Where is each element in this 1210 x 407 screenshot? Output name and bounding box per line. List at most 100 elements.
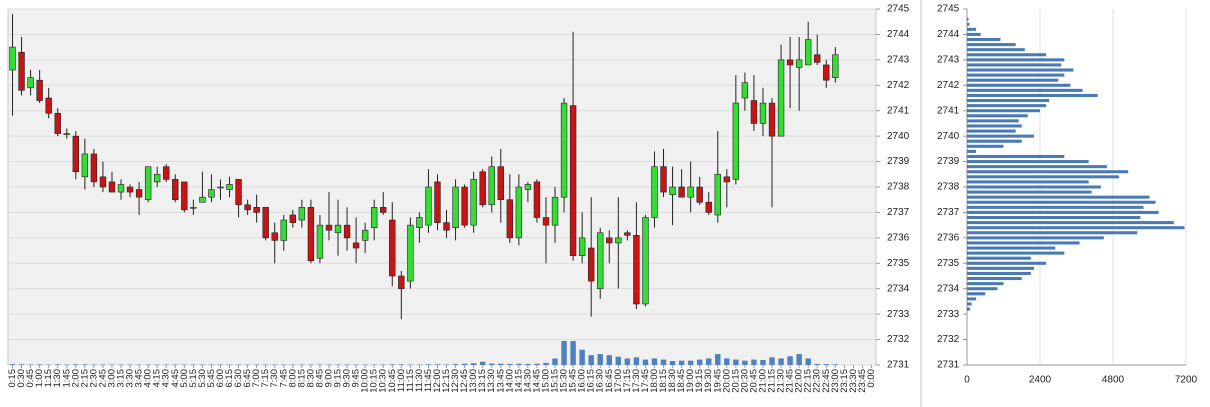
bar [967,109,1040,113]
candle-body [461,186,468,226]
x-tick-label: 6:00 [215,369,226,388]
bar [967,134,1034,138]
candle-body [117,184,125,193]
bar [967,236,1104,240]
x-tick-label: 22:00 [794,369,805,393]
bar [967,93,1098,97]
bar [967,210,1159,214]
y-tick-label: 2739 [887,156,910,167]
volume-bar [479,361,486,365]
volume-bar [398,364,405,365]
volume-bar [796,354,802,365]
bar [967,37,1001,42]
candle-body [723,176,731,183]
bar [967,129,1016,133]
volume-bar [9,364,16,365]
y-tick-label: 2734 [887,283,910,294]
bar [967,43,1016,47]
bar [967,180,1089,184]
bar [967,266,1034,270]
x-tick-label: 2:30 [88,369,99,388]
candle-body [578,237,586,256]
y-tick-label: 2743 [937,54,960,65]
bar [967,271,1031,275]
candle-body [18,51,25,91]
bar [967,63,1062,67]
x-tick-label: 14:00 [504,369,515,393]
y-tick-label: 2745 [887,4,910,15]
bar [967,149,977,153]
candle-body [144,166,152,201]
x-tick-label: 4:15 [152,369,163,388]
x-tick-label: 6:30 [233,369,244,388]
bar [967,185,1101,189]
bar [967,124,1022,128]
x-tick-label: 19:15 [694,369,705,393]
candle-body [36,79,43,101]
candle-body [497,166,504,201]
volume-bar [489,363,495,365]
candle-body [533,181,541,218]
x-tick-label: 6:15 [224,369,235,388]
bar [967,88,1083,92]
x-tick-label: 19:30 [703,369,714,393]
volume-bar [769,357,775,365]
y-tick-label: 2741 [937,105,960,116]
candle-body [370,207,378,228]
y-tick-label: 2738 [887,182,910,193]
y-tick-label: 2732 [937,334,960,345]
x-tick-label: 9:45 [351,369,362,388]
x-tick-label: 5:30 [197,369,208,388]
candle-body [99,176,107,188]
x-tick-label: 5:15 [188,369,199,388]
candle-body [208,189,215,198]
x-tick-label: 4:00 [143,369,154,388]
candle-body [651,166,658,218]
bar [967,17,969,21]
x-tick-label: 23:15 [839,369,850,393]
bar [967,27,977,31]
volume-bar [787,356,793,365]
volume-bar [534,363,540,365]
candle-body [307,207,315,262]
volume-bar [669,361,676,365]
x-tick-label: 1:15 [43,369,54,388]
x-tick-label: 1:45 [61,369,72,388]
x-tick-label: 13:45 [495,369,506,393]
candle-body [425,186,432,226]
x-tick-label: 23:45 [857,369,868,393]
bar [967,287,998,291]
x-tick-label: 0:45 [25,369,36,388]
x-tick-label: 3:30 [125,369,136,388]
candle-body [163,166,170,180]
x-tick-label: 17:15 [622,369,633,393]
x-tick-label: 15:15 [550,369,561,393]
candle-body [325,224,333,231]
candle-body [90,153,98,183]
candle-body [280,219,287,241]
volume-bar [561,341,567,365]
y-tick-label: 2731 [937,360,960,371]
candle-body [126,186,134,193]
volume-bar [570,341,576,365]
volume-bar [18,364,25,365]
bar [967,251,1065,255]
x-tick-label: 14:30 [522,369,533,393]
x-tick-label: 8:30 [305,369,316,388]
candle-body [560,102,568,198]
x-tick-label: 0:30 [16,369,27,388]
bar [967,302,972,306]
candle-body [416,217,423,228]
candle-body [398,275,405,290]
volume-bar [452,364,459,365]
x-tick-label: 0:15 [7,369,18,388]
candle-body [642,217,649,305]
candle-body [181,181,188,211]
y-tick-label: 2740 [887,131,910,142]
volume-bar [597,354,603,365]
x-tick-label: 3:45 [134,369,145,388]
x-tick-label: 1:30 [52,369,63,388]
volume-bar [470,363,477,365]
bar [967,139,1022,143]
